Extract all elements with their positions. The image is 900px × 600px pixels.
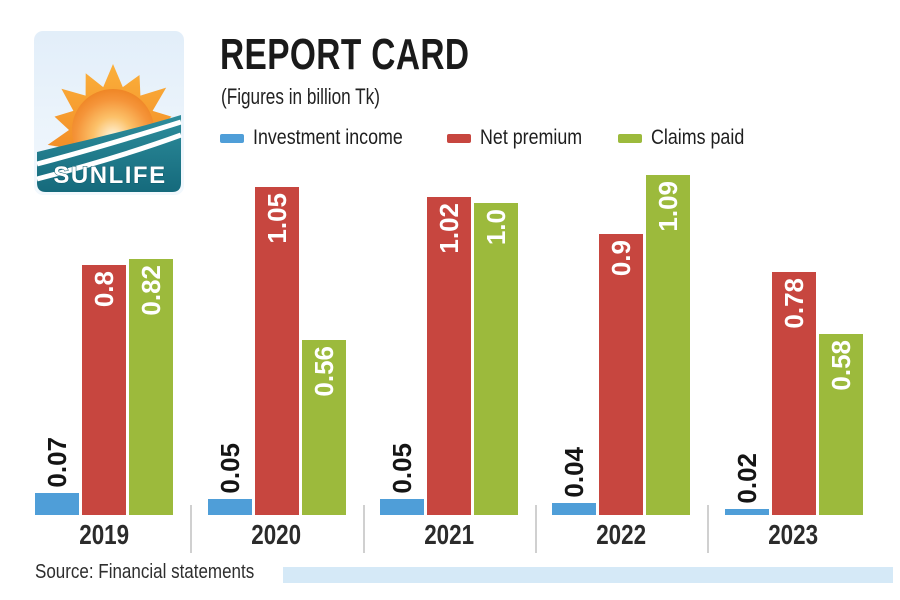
x-axis-category-2020: 2020	[191, 519, 363, 551]
legend-item-investment-income: Investment income	[220, 126, 429, 150]
value-label-investment-income-2021: 0.05	[387, 443, 417, 494]
legend-label: Investment income	[253, 126, 403, 149]
value-label-net-premium-2021: 1.02	[434, 203, 464, 254]
wave-stripe-icon	[36, 132, 182, 182]
axis-tick-label: 2023	[768, 519, 819, 550]
bar-net-premium-2021	[427, 197, 471, 515]
bar-investment-income-2022	[552, 503, 596, 515]
chart-title: REPORT CARD	[220, 30, 470, 79]
bar-claims-paid-2019	[129, 259, 173, 515]
bar-net-premium-2020	[254, 187, 299, 515]
x-axis-category-2023: 2023	[708, 519, 880, 551]
x-axis-category-2021: 2021	[363, 519, 535, 551]
legend-label: Net premium	[480, 126, 583, 149]
chart-subtitle: (Figures in billion Tk)	[221, 84, 380, 109]
bar-net-premium-2023	[771, 272, 816, 515]
category-separator-line	[362, 505, 365, 553]
legend-item-net-premium: Net premium	[447, 126, 600, 150]
value-label-claims-paid-2023: 0.58	[825, 340, 856, 391]
bar-net-premium-2019	[82, 265, 126, 515]
category-separator-line	[707, 505, 710, 553]
sunlife-logo: SUNLIFE	[34, 31, 184, 195]
bar-investment-income-2019	[35, 493, 79, 515]
value-label-claims-paid-2021: 1.0	[481, 209, 511, 246]
value-label-claims-paid-2020: 0.56	[308, 346, 339, 397]
value-label-investment-income-2023: 0.02	[731, 453, 762, 504]
axis-tick-label: 2022	[596, 519, 646, 550]
source-note: Source: Financial statements	[35, 561, 255, 583]
legend-item-claims-paid: Claims paid	[618, 126, 761, 150]
bar-investment-income-2023	[724, 509, 769, 515]
value-label-net-premium-2023: 0.78	[778, 278, 809, 329]
value-label-net-premium-2022: 0.9	[606, 240, 636, 277]
bar-investment-income-2021	[380, 499, 424, 515]
value-label-claims-paid-2022: 1.09	[653, 181, 683, 232]
value-label-claims-paid-2019: 0.82	[136, 265, 166, 316]
value-label-net-premium-2019: 0.8	[89, 271, 119, 308]
value-label-investment-income-2019: 0.07	[42, 437, 72, 488]
bar-claims-paid-2022	[646, 175, 690, 515]
x-axis-category-2019: 2019	[18, 519, 190, 551]
axis-tick-label: 2021	[424, 519, 474, 550]
logo-wordmark: SUNLIFE	[53, 162, 166, 189]
legend-swatch-blue-icon	[220, 133, 244, 143]
value-label-net-premium-2020: 1.05	[261, 193, 292, 244]
axis-tick-label: 2019	[79, 519, 129, 550]
footer-strip	[283, 567, 893, 583]
category-separator-line	[190, 505, 193, 553]
legend-swatch-green-icon	[618, 133, 643, 143]
bar-claims-paid-2021	[474, 203, 518, 515]
value-label-investment-income-2020: 0.05	[214, 443, 245, 494]
bar-claims-paid-2023	[818, 334, 863, 515]
chart-legend: Investment income Net premium Claims pai…	[220, 126, 761, 150]
legend-swatch-red-icon	[447, 133, 472, 143]
category-separator-line	[535, 505, 537, 553]
axis-tick-label: 2020	[251, 519, 302, 550]
bar-net-premium-2022	[599, 234, 643, 515]
bar-investment-income-2020	[207, 499, 252, 515]
x-axis-category-2022: 2022	[535, 519, 707, 551]
value-label-investment-income-2022: 0.04	[559, 447, 589, 498]
wave-stripe-icon	[36, 119, 182, 167]
bar-claims-paid-2020	[301, 340, 346, 515]
legend-label: Claims paid	[651, 126, 745, 149]
